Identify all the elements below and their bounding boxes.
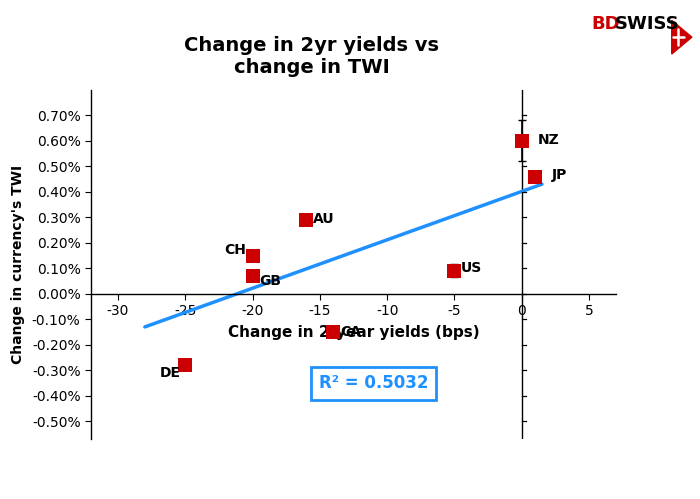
X-axis label: Change in 2-year yields (bps): Change in 2-year yields (bps) (228, 325, 480, 340)
Text: CA: CA (340, 325, 361, 339)
Point (530, 173, 541, 181)
Text: US: US (461, 261, 482, 275)
Text: NZ: NZ (538, 133, 560, 147)
Text: DE: DE (160, 366, 181, 380)
Text: BD: BD (592, 15, 620, 33)
Point (449, 267, 460, 275)
Point (180, 361, 191, 369)
Text: AU: AU (313, 212, 335, 226)
Point (516, 137, 527, 145)
Title: Change in 2yr yields vs
change in TWI: Change in 2yr yields vs change in TWI (184, 36, 439, 77)
Polygon shape (672, 20, 692, 54)
Text: R² = 0.5032: R² = 0.5032 (319, 374, 428, 392)
Text: JP: JP (552, 168, 567, 182)
Text: CH: CH (224, 244, 246, 257)
Text: SWISS: SWISS (615, 15, 679, 33)
Point (247, 272, 258, 280)
Point (301, 216, 312, 224)
Text: GB: GB (259, 274, 281, 288)
Point (328, 328, 339, 336)
Y-axis label: Change in currency's TWI: Change in currency's TWI (11, 165, 25, 364)
Point (247, 251, 258, 259)
